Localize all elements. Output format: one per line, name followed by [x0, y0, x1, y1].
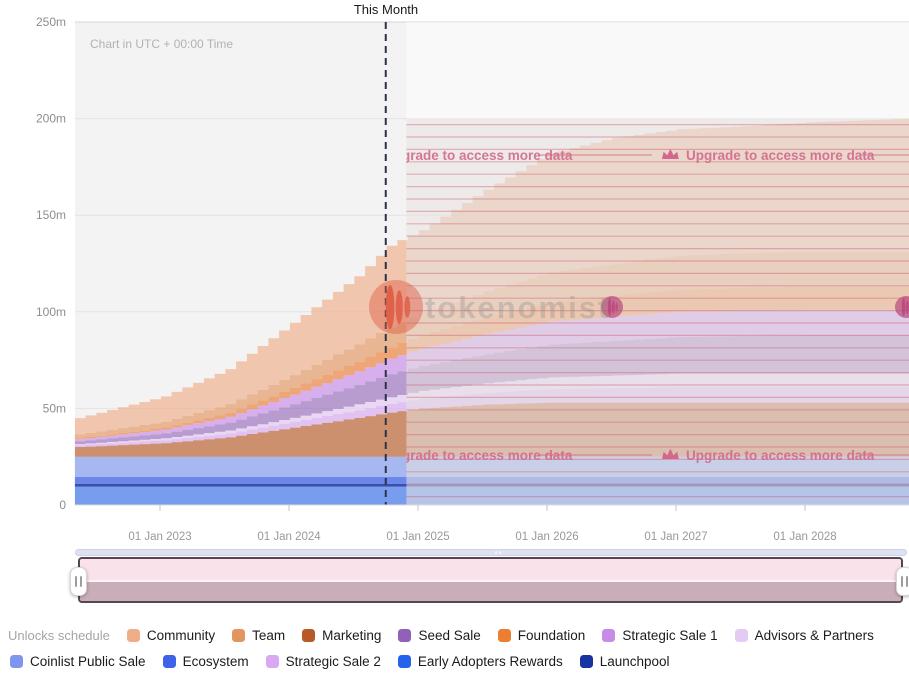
legend-item-strategic-sale-2[interactable]: Strategic Sale 2: [265, 653, 381, 669]
legend-label: Strategic Sale 1: [622, 627, 718, 643]
legend-swatch: [126, 628, 140, 642]
legend-title: Unlocks schedule: [8, 627, 110, 643]
tokenomist-logo-icon: [369, 280, 423, 334]
legend-swatch: [602, 628, 616, 642]
range-navigator[interactable]: [78, 557, 903, 603]
x-axis-tick-label: 01 Jan 2025: [386, 531, 449, 543]
y-axis-tick-label: 100m: [36, 305, 66, 319]
legend-swatch: [232, 628, 246, 642]
x-axis-tick-label: 01 Jan 2024: [257, 531, 321, 543]
navigator-preview-lower: [80, 582, 901, 601]
scrollbar-grip-icon[interactable]: [490, 551, 506, 554]
watermark-text: tokenomist: [425, 290, 610, 325]
legend-item-early-adopters-rewards[interactable]: Early Adopters Rewards: [397, 653, 563, 669]
legend-label: Early Adopters Rewards: [417, 653, 563, 669]
legend-label: Seed Sale: [418, 627, 481, 643]
tokenomist-watermark: tokenomist: [369, 280, 909, 334]
y-axis-tick-label: 50m: [43, 401, 66, 415]
crown-icon: [662, 448, 679, 459]
legend-swatch: [397, 654, 411, 668]
chart-scrollbar[interactable]: [75, 549, 907, 556]
upgrade-label[interactable]: Upgrade to access more data: [686, 148, 875, 163]
this-month-label: This Month: [354, 2, 418, 17]
legend-item-marketing[interactable]: Marketing: [302, 628, 381, 643]
tokenomist-logo-icon: [895, 296, 909, 318]
legend-label: Team: [252, 627, 286, 643]
y-axis-tick-label: 250m: [36, 15, 66, 29]
x-axis-tick-label: 01 Jan 2028: [773, 531, 836, 543]
legend-label: Marketing: [322, 627, 382, 643]
legend-swatch: [579, 654, 593, 668]
timezone-note: Chart in UTC + 00:00 Time: [90, 37, 233, 51]
navigator-right-handle[interactable]: [896, 567, 909, 596]
upgrade-label[interactable]: Upgrade to access more data: [384, 448, 573, 463]
legend-swatch: [10, 654, 23, 668]
locked-data-region: [406, 22, 909, 505]
area-team[interactable]: [74, 251, 909, 439]
legend-label: Strategic Sale 2: [285, 653, 381, 669]
x-axis-tick-label: 01 Jan 2026: [515, 531, 578, 543]
unlock-schedule-chart[interactable]: 0 50m 100m 150m 200m 250m tokenomist Upgrade to…: [0, 0, 909, 546]
y-axis-tick-label: 150m: [36, 208, 66, 222]
legend-item-team[interactable]: Team: [232, 628, 285, 643]
legend-swatch: [162, 654, 176, 668]
x-axis-tick-label: 01 Jan 2023: [128, 531, 191, 543]
legend-label: Ecosystem: [182, 653, 249, 669]
legend-swatch: [265, 654, 279, 668]
y-axis-tick-label: 0: [59, 498, 66, 512]
crown-icon: [662, 148, 679, 159]
legend-item-seed-sale[interactable]: Seed Sale: [398, 627, 481, 643]
legend-label: Community: [146, 627, 216, 643]
chart-legend: Unlocks schedule Community Team Marketing S…: [0, 622, 909, 674]
legend-item-community[interactable]: Community: [126, 627, 216, 643]
legend-swatch: [734, 628, 748, 642]
navigator-left-handle[interactable]: [70, 567, 87, 596]
legend-swatch: [302, 628, 316, 642]
navigator-preview-upper: [80, 559, 901, 582]
legend-item-coinlist-public-sale[interactable]: Coinlist Public Sale: [10, 654, 146, 669]
legend-item-ecosystem[interactable]: Ecosystem: [162, 653, 249, 669]
y-axis-tick-label: 200m: [36, 112, 66, 126]
legend-item-foundation[interactable]: Foundation: [497, 627, 586, 643]
x-axis-tick-label: 01 Jan 2027: [644, 531, 707, 543]
legend-label: Launchpool: [599, 653, 670, 669]
legend-item-launchpool[interactable]: Launchpool: [579, 653, 670, 669]
legend-label: Advisors & Partners: [754, 627, 874, 643]
legend-label: Foundation: [517, 627, 586, 643]
upgrade-label[interactable]: Upgrade to access more data: [384, 148, 573, 163]
upgrade-banner[interactable]: Upgrade to access more data Upgrade to ac…: [362, 148, 909, 163]
legend-swatch: [398, 628, 412, 642]
tokenomist-logo-icon: [601, 296, 623, 318]
upgrade-banner[interactable]: Upgrade to access more data Upgrade to ac…: [362, 448, 909, 463]
legend-item-advisors-partners[interactable]: Advisors & Partners: [734, 627, 874, 643]
legend-item-strategic-sale-1[interactable]: Strategic Sale 1: [602, 627, 718, 643]
legend-swatch: [497, 628, 511, 642]
legend-label: Coinlist Public Sale: [30, 653, 146, 669]
upgrade-label[interactable]: Upgrade to access more data: [686, 448, 875, 463]
